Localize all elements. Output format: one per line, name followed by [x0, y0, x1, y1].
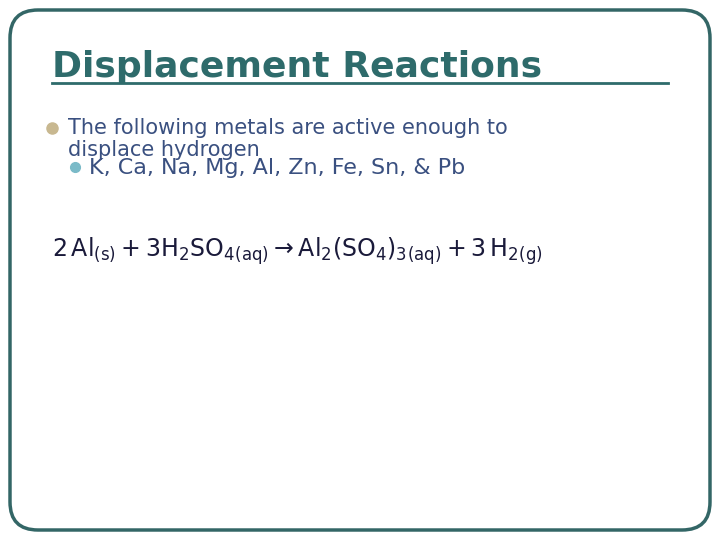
Text: Displacement Reactions: Displacement Reactions	[52, 50, 542, 84]
FancyBboxPatch shape	[10, 10, 710, 530]
Text: $2\,\mathrm{Al}_{(\mathrm{s})} + 3\mathrm{H_2SO_4}_{(\mathrm{aq})} \rightarrow \: $2\,\mathrm{Al}_{(\mathrm{s})} + 3\mathr…	[52, 235, 543, 267]
Text: K, Ca, Na, Mg, Al, Zn, Fe, Sn, & Pb: K, Ca, Na, Mg, Al, Zn, Fe, Sn, & Pb	[89, 158, 465, 178]
Text: The following metals are active enough to: The following metals are active enough t…	[68, 118, 508, 138]
Text: displace hydrogen: displace hydrogen	[68, 140, 260, 160]
